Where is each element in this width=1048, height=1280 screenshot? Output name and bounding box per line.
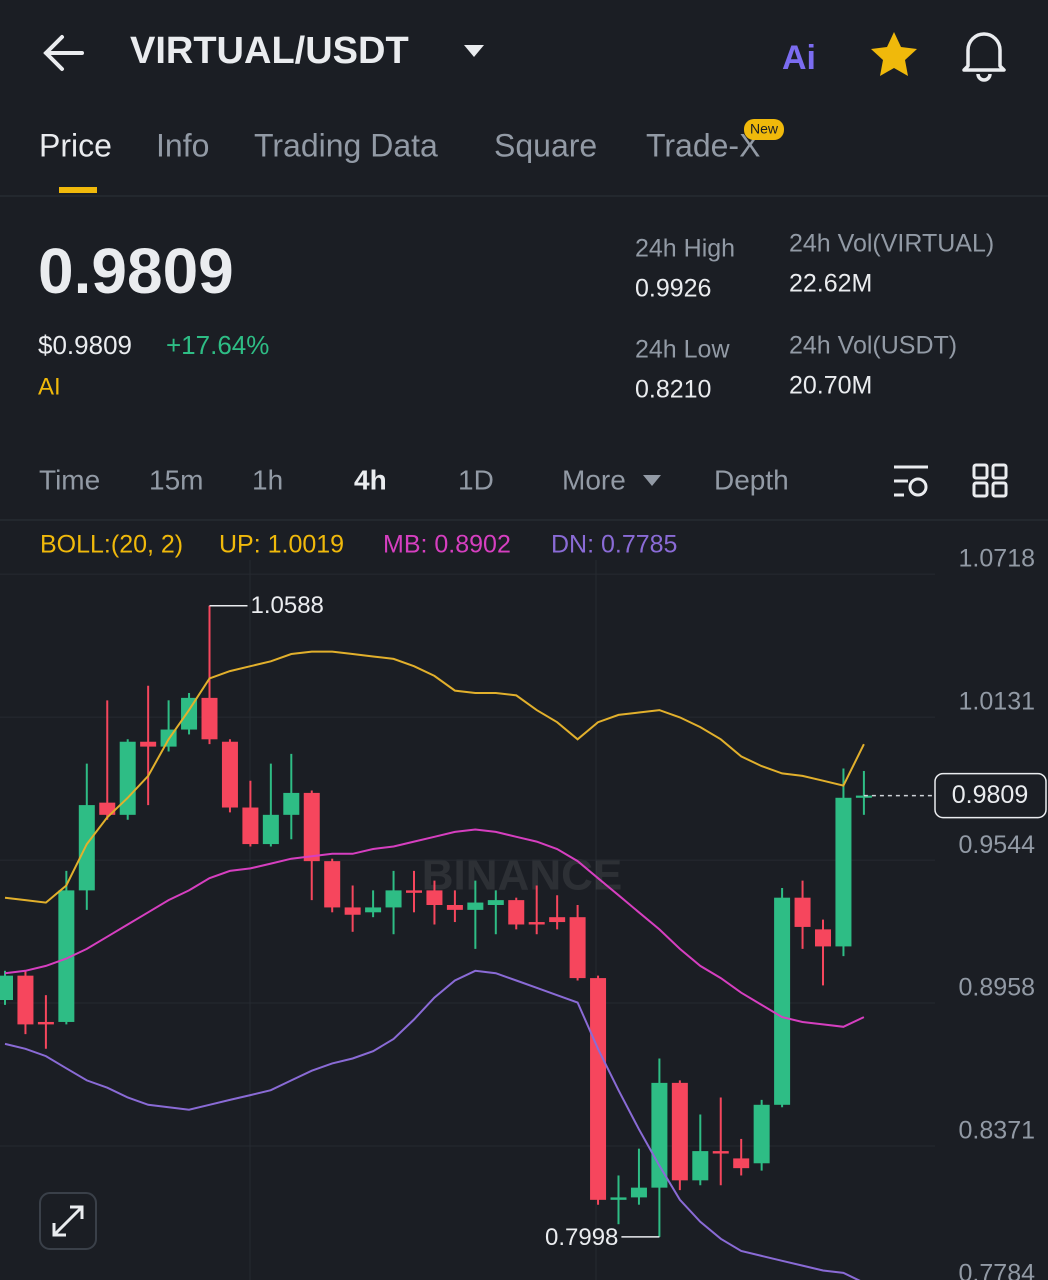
last-price-box [934,772,1047,819]
boll-line [4,828,865,1028]
candle-body [610,1197,627,1200]
candle-body [344,907,361,915]
low-label: 0.7998 [545,1224,618,1251]
candle-body [365,907,382,913]
candle-body [324,861,341,908]
candle-body [671,1082,688,1181]
candle-body [753,1104,770,1164]
back-icon[interactable] [43,35,84,71]
boll-line [4,650,865,904]
bell-icon[interactable] [962,32,1006,82]
candle-body [119,741,136,815]
indicator-mb: MB: 0.8902 [383,531,511,559]
stat-label: 24h High [635,235,735,263]
candle-body [733,1158,750,1169]
interval[interactable]: 15m [149,464,203,495]
interval[interactable]: Time [39,464,100,495]
candle-body [406,890,422,893]
y-tick-label: 0.7784 [959,1260,1036,1280]
new-badge-text: New [750,121,779,137]
indicator-dn: DN: 0.7785 [551,531,677,559]
y-tick-label: 1.0131 [959,688,1035,716]
pair-title[interactable]: VIRTUAL/USDT [130,30,409,72]
watermark: BINANCE [422,851,622,900]
candle-body [794,897,811,927]
stat-label: 24h Vol(VIRTUAL) [789,230,994,258]
candle-body [692,1151,709,1181]
y-tick-label: 0.8371 [959,1117,1035,1145]
indicator-up: UP: 1.0019 [219,531,344,559]
stat-label: 24h Vol(USDT) [789,332,957,360]
candle-body [467,902,484,910]
candle-body [262,814,279,845]
price-change: +17.64% [166,330,269,360]
stat-label: 24h Low [635,336,730,364]
candle-body [590,978,607,1200]
candle-body [181,697,198,730]
stat-value: 0.9926 [635,275,711,303]
candle-body [569,917,586,979]
candle-body [487,900,504,905]
interval[interactable]: More [562,464,626,495]
y-tick-label: 0.9544 [959,831,1036,859]
candle-body [283,792,300,815]
dropdown-icon[interactable] [464,45,484,57]
tab[interactable]: Trade-X [646,127,760,163]
candle-body [58,890,75,1022]
candle-body [446,904,463,910]
candle-body [774,897,791,1105]
candle-body [385,890,402,908]
candle-body [528,922,545,925]
candle-body [426,890,443,905]
interval[interactable]: 1h [252,464,283,495]
candle-body [508,900,525,925]
candle-body [242,807,259,845]
indicator-name: BOLL:(20, 2) [40,531,183,559]
star-icon[interactable] [871,32,917,76]
interval[interactable]: Depth [714,464,789,495]
more-dropdown[interactable] [643,475,661,486]
candle-body [855,795,872,798]
expand-icon [52,1205,84,1237]
candle-body [37,1021,54,1025]
tag: AI [38,373,61,400]
candle-body [17,975,34,1025]
candle-body [99,802,116,815]
candle-body [630,1187,647,1198]
stat-value: 0.8210 [635,376,711,404]
layout-icon[interactable] [972,463,1008,498]
candle-body [78,805,95,891]
interval[interactable]: 4h [354,464,387,495]
candle-body [201,697,218,740]
candle-body [549,917,566,923]
interval[interactable]: 1D [458,464,494,495]
boll-line [4,969,861,1280]
tab-underline [59,187,97,193]
candle-body [835,797,852,947]
y-tick-label: 1.0718 [959,545,1035,573]
candle-body [221,741,238,808]
ai-icon[interactable]: Ai [782,39,816,77]
tab[interactable]: Info [156,127,209,163]
tab[interactable]: Trading Data [254,127,438,163]
stat-value: 22.62M [789,270,872,298]
candle-body [0,975,13,1001]
y-tick-label: 0.8958 [959,974,1035,1002]
new-badge [744,119,784,140]
stat-value: 20.70M [789,372,872,400]
last-price-label: 0.9809 [952,781,1028,809]
last-price: 0.9809 [38,235,234,307]
settings-icon[interactable] [894,465,928,497]
candle-body [651,1082,668,1188]
tab[interactable]: Price [39,127,112,163]
tab[interactable]: Square [494,127,597,163]
candle-body [303,792,320,862]
candle-body [140,741,157,747]
high-label: 1.0588 [251,592,324,619]
usd-price: $0.9809 [38,330,132,360]
candle-body [815,929,831,947]
candle-body [712,1151,729,1154]
